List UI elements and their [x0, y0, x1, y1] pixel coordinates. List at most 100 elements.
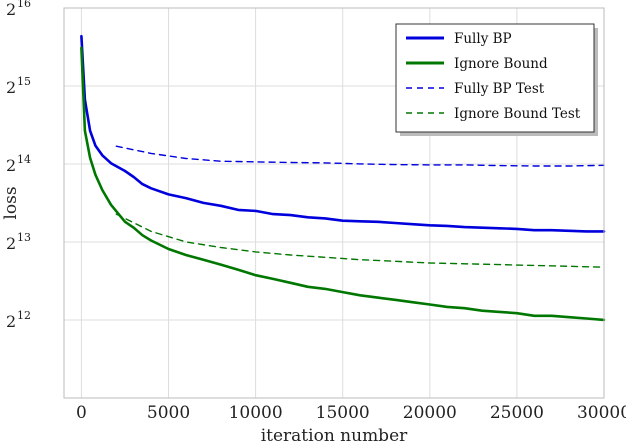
legend-items: Fully BP Ignore Bound Fully BP Test Ignore … [406, 31, 581, 122]
data-point [569, 230, 570, 231]
data-point [255, 161, 256, 162]
legend-item: Ignore Bound [406, 56, 548, 72]
data-point [394, 164, 395, 165]
data-point [394, 261, 395, 262]
data-point [203, 202, 204, 203]
data-point [482, 310, 483, 311]
plot-frame [63, 7, 605, 399]
data-point [360, 295, 361, 296]
data-point [220, 247, 221, 248]
x-axis-label: iteration number [261, 426, 408, 444]
data-point [412, 302, 413, 303]
series-line [115, 145, 605, 167]
y-tick-base: 2 [6, 312, 16, 331]
data-point [90, 157, 91, 158]
y-tick-base: 2 [6, 78, 16, 97]
data-point [290, 215, 291, 216]
x-tick-label: 20000 [403, 403, 457, 423]
data-point [84, 130, 85, 131]
series-line [80, 46, 606, 322]
data-point [551, 315, 552, 316]
y-tick-label: 2 13 [6, 231, 31, 253]
x-tick-label: 25000 [490, 403, 544, 423]
data-point [429, 304, 430, 305]
data-point [116, 146, 117, 147]
data-point [412, 224, 413, 225]
data-point [116, 214, 117, 215]
data-point [124, 221, 125, 222]
data-point [95, 174, 96, 175]
data-point [569, 317, 570, 318]
data-point [238, 209, 239, 210]
legend-label: Ignore Bound Test [454, 106, 581, 122]
data-point [90, 130, 91, 131]
data-point [325, 257, 326, 258]
data-point [142, 235, 143, 236]
legend-box [395, 23, 595, 133]
data-point [429, 262, 430, 263]
data-point [516, 228, 517, 229]
data-point [95, 145, 96, 146]
data-point [307, 286, 308, 287]
data-point [151, 188, 152, 189]
data-point [220, 161, 221, 162]
legend: Fully BP Ignore Bound Fully BP Test Ignore … [395, 23, 598, 136]
data-point [464, 308, 465, 309]
data-point [102, 189, 103, 190]
series-1 [80, 46, 606, 322]
data-point [325, 162, 326, 163]
series-3 [115, 213, 605, 268]
data-point [377, 297, 378, 298]
data-point [499, 311, 500, 312]
data-point [429, 225, 430, 226]
y-axis-label: loss [1, 186, 21, 219]
data-point [203, 259, 204, 260]
data-point [534, 315, 535, 316]
y-tick-exponent: 15 [17, 75, 31, 88]
data-point [586, 318, 587, 319]
y-tick-exponent: 13 [17, 231, 31, 244]
series-0 [80, 34, 606, 233]
y-tick-label: 2 16 [6, 0, 31, 19]
data-point [377, 221, 378, 222]
data-point [168, 248, 169, 249]
data-point [516, 313, 517, 314]
data-point [586, 231, 587, 232]
legend-label: Ignore Bound [454, 56, 548, 72]
data-point [569, 266, 570, 267]
y-tick-label: 2 12 [6, 309, 31, 331]
data-point [534, 230, 535, 231]
data-point [360, 163, 361, 164]
data-point [151, 240, 152, 241]
x-tick-label: 0 [76, 403, 87, 423]
data-point [534, 165, 535, 166]
data-point [482, 227, 483, 228]
data-point [447, 225, 448, 226]
data-point [360, 221, 361, 222]
data-point [342, 292, 343, 293]
data-point [81, 47, 82, 48]
data-point [142, 184, 143, 185]
data-point [255, 210, 256, 211]
data-point [133, 227, 134, 228]
data-point [325, 218, 326, 219]
x-tick-label: 15000 [316, 403, 370, 423]
data-point [185, 241, 186, 242]
data-point [168, 194, 169, 195]
y-tick-base: 2 [6, 0, 16, 19]
y-tick-exponent: 14 [17, 153, 31, 166]
data-point [342, 220, 343, 221]
data-point [307, 217, 308, 218]
y-tick-exponent: 12 [17, 309, 31, 322]
data-point [238, 269, 239, 270]
data-point [325, 288, 326, 289]
legend-item: Fully BP Test [406, 81, 545, 97]
legend-item: Fully BP [406, 31, 512, 47]
data-point [464, 227, 465, 228]
y-tick-base: 2 [6, 234, 16, 253]
legend-label: Fully BP Test [454, 81, 545, 97]
x-tick-labels: 0 5000 10000 15000 20000 25000 30000 [76, 403, 626, 423]
legend-item: Ignore Bound Test [406, 106, 581, 122]
y-tick-base: 2 [6, 156, 16, 175]
data-point [255, 275, 256, 276]
